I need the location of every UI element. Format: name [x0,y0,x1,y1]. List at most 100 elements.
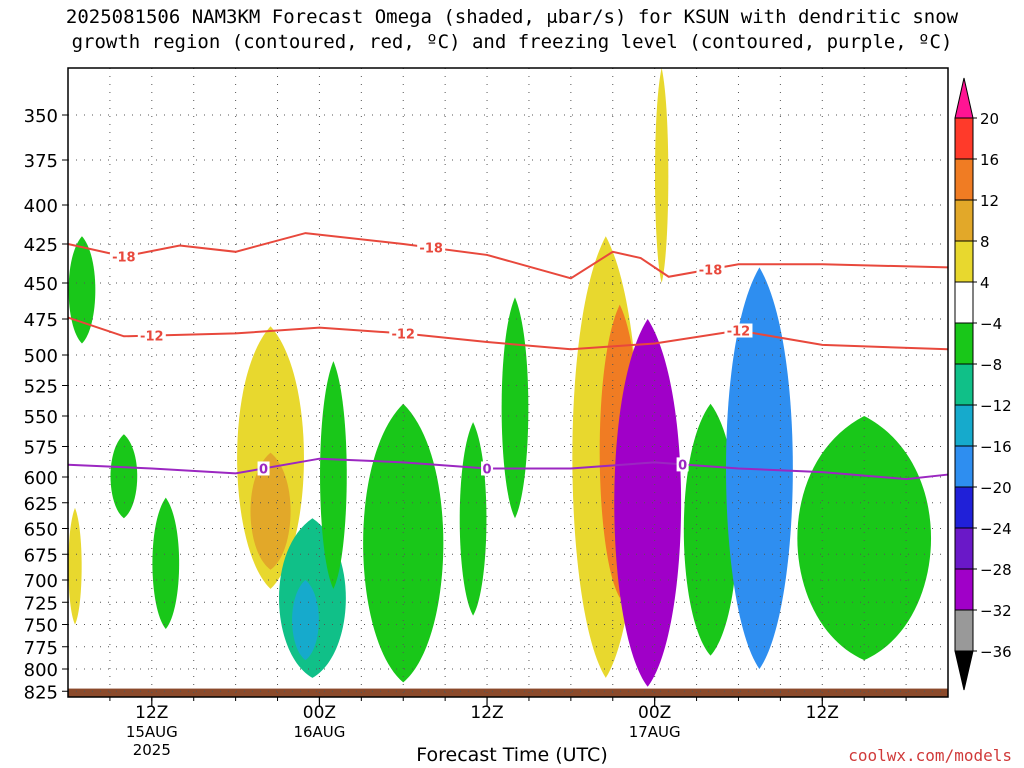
y-tick-label: 375 [24,151,58,172]
y-tick-label: 775 [24,638,58,659]
contour-label: 0 [678,458,687,473]
omega-region [250,452,291,570]
contour-label: -18 [419,242,443,257]
colorbar-segment [954,117,974,160]
y-tick-label: 825 [24,682,58,703]
colorbar-segment [954,609,974,652]
colorbar-segment [954,158,974,201]
contour-label: -12 [727,325,751,340]
y-tick-label: 600 [24,468,58,489]
y-tick-label: 725 [24,593,58,614]
contour-label: -12 [140,330,164,345]
x-tick-label: 12Z [470,703,503,723]
contour-label: -12 [391,327,415,342]
contour-label-bg [389,326,418,341]
contour-label: -18 [699,263,723,278]
colorbar-label: 8 [980,233,990,251]
y-tick-label: 425 [24,235,58,256]
colorbar-segment [954,527,974,570]
colorbar-top-arrow [954,77,974,119]
omega-region [152,497,180,629]
contour-line [67,232,949,280]
contour-label-bg [696,262,725,277]
terrain-strip [68,688,948,697]
colorbar-label: −28 [980,561,1012,579]
contour-line [67,316,949,351]
colorbar-segment [954,404,974,447]
colorbar-label: −8 [980,356,1002,374]
colorbar-segment [954,281,974,324]
y-tick-label: 700 [24,571,58,592]
x-tick-label: 12Z [806,703,839,723]
contour-label-bg [481,461,494,476]
credit-text: coolwx.com/models [848,746,1012,765]
y-tick-label: 675 [24,545,58,566]
omega-region [797,416,932,661]
y-tick-label: 350 [24,106,58,127]
x-tick-sublabel: 15AUG [126,723,178,741]
colorbar-label: 4 [980,274,990,292]
colorbar-label: −4 [980,315,1002,333]
chart-title-line-2: growth region (contoured, red, ºC) and f… [71,31,953,53]
colorbar-label: −32 [980,602,1012,620]
y-tick-label: 525 [24,377,58,398]
y-tick-label: 500 [24,346,58,367]
y-tick-label: 550 [24,407,58,428]
omega-region [614,319,682,687]
colorbar-label: −20 [980,479,1012,497]
omega-region [292,580,319,661]
omega-region [459,422,487,616]
colorbar-label: 20 [980,110,999,128]
y-tick-label: 800 [24,660,58,681]
chart-title-line-1: 2025081506 NAM3KM Forecast Omega (shaded… [65,6,959,28]
contour-label-bg [257,461,270,476]
plot-frame [67,67,949,698]
colorbar-label: 16 [980,151,999,169]
colorbar-bottom-arrow [954,650,974,691]
contour-label-bg [724,323,753,338]
omega-region [501,297,529,519]
omega-region [320,361,347,589]
y-tick-label: 750 [24,616,58,637]
colorbar-segment [954,240,974,283]
colorbar-segment [954,568,974,611]
x-tick-sublabel: 2025 [133,741,171,759]
contour-label-bg [676,457,689,472]
contour-line [67,457,949,481]
y-tick-label: 475 [24,310,58,331]
omega-region [726,267,793,669]
colorbar-segment [954,445,974,488]
y-tick-label: 625 [24,494,58,515]
x-axis-label: Forecast Time (UTC) [416,744,608,766]
colorbar-label: 12 [980,192,999,210]
x-tick-sublabel: 17AUG [629,723,681,741]
contour-label: 0 [259,462,268,477]
omega-region [68,507,82,625]
y-tick-label: 400 [24,196,58,217]
colorbar-segment [954,363,974,406]
y-tick-label: 575 [24,438,58,459]
contour-label-bg [109,249,138,264]
contour-label: 0 [483,462,492,477]
contour-label-bg [417,240,446,255]
x-tick-label: 00Z [638,703,671,723]
colorbar-label: −16 [980,438,1012,456]
y-tick-label: 450 [24,274,58,295]
contour-label-bg [137,328,166,343]
omega-region [110,434,138,519]
colorbar-label: −12 [980,397,1012,415]
colorbar-segment [954,199,974,242]
omega-region [68,236,96,344]
omega-region [654,68,669,283]
colorbar-segment [954,322,974,365]
colorbar-label: −24 [980,520,1012,538]
colorbar-segment [954,486,974,529]
x-tick-label: 00Z [303,703,336,723]
x-tick-sublabel: 16AUG [293,723,345,741]
y-tick-label: 650 [24,520,58,541]
omega-region [363,403,444,683]
x-tick-label: 12Z [135,703,168,723]
contour-label: -18 [112,250,136,265]
